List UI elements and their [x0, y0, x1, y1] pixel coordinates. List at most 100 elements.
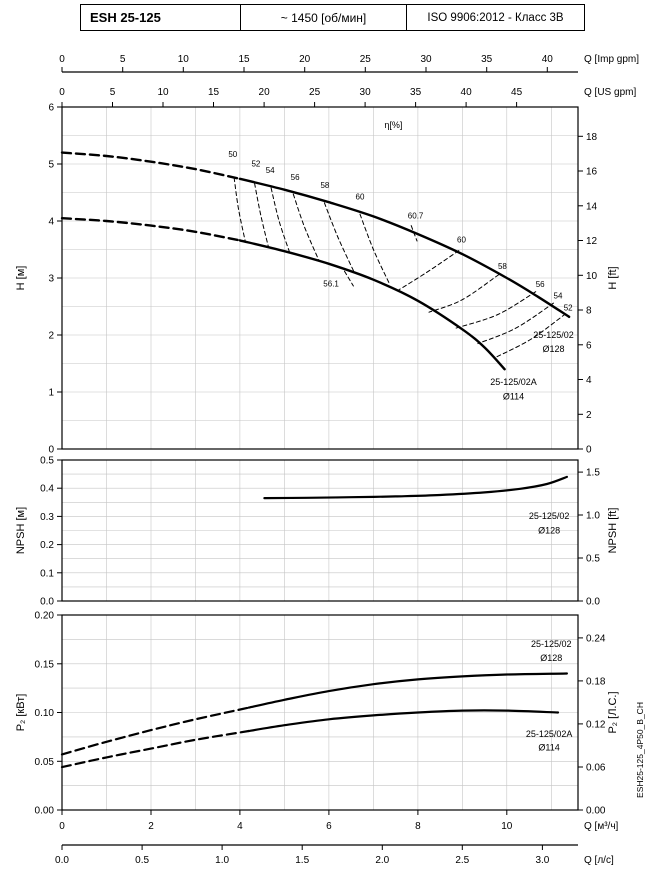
- y-tick-label-right: 18: [586, 132, 598, 143]
- y-tick-label-left: 0.15: [35, 659, 55, 670]
- y-tick-label-right: 12: [586, 236, 598, 247]
- ls-tick-label: 1.5: [295, 855, 309, 866]
- imp-gpm-axis-label: Q [Imp gpm]: [584, 54, 639, 65]
- annotation: 58: [498, 262, 507, 271]
- y-tick-label-right: 14: [586, 201, 598, 212]
- y-tick-label-right: 0.18: [586, 676, 606, 687]
- document-code: ESH25-125_4P50_B_CH: [635, 702, 645, 798]
- y-tick-label-left: 2: [48, 331, 54, 342]
- title-bar: ESH 25-125 ~ 1450 [об/мин] ISO 9906:2012…: [80, 4, 585, 31]
- y-axis-label-right: H [ft]: [607, 266, 619, 289]
- y-tick-label-right: 6: [586, 340, 592, 351]
- us-gpm-tick-label: 45: [511, 87, 523, 98]
- annotation: 56: [291, 173, 300, 182]
- imp-gpm-tick-label: 20: [299, 54, 311, 65]
- ls-tick-label: 2.0: [375, 855, 389, 866]
- y-tick-label-left: 5: [48, 160, 54, 171]
- y-tick-label-left: 0.3: [40, 512, 54, 523]
- us-gpm-axis-label: Q [US gpm]: [584, 87, 636, 98]
- eff-50-curve: [233, 177, 246, 242]
- annotation: Ø128: [540, 653, 562, 663]
- m3h-tick-label: 6: [326, 821, 332, 832]
- y-tick-label-right: 0.12: [586, 719, 606, 730]
- m3h-axis-label: Q [м³/ч]: [584, 821, 619, 832]
- y-tick-label-left: 6: [48, 103, 54, 114]
- y-tick-label-left: 0: [48, 445, 54, 456]
- y-tick-label-left: 0.05: [35, 757, 55, 768]
- p-25-125-02a-d114-dashed-curve: [60, 729, 250, 769]
- h-25-125-02-d128-solid-curve: [238, 177, 571, 318]
- imp-gpm-tick-label: 15: [238, 54, 250, 65]
- annotation: 25-125/02A: [526, 729, 573, 739]
- ls-tick-label: 2.5: [455, 855, 469, 866]
- chart-npsh: 0.0 0.1 0.2 0.3 0.4 0.5 0.0 0.5 1.0 1.5 NPSH [м] NP…: [15, 456, 619, 608]
- y-tick-label-left: 0.10: [35, 708, 55, 719]
- y-tick-label-right: 1.5: [586, 468, 600, 479]
- y-tick-label-left: 0.5: [40, 456, 54, 467]
- eff-54-curve: [270, 187, 291, 254]
- us-gpm-tick-label: 30: [360, 87, 372, 98]
- eff-54-right-curve: [477, 302, 554, 345]
- y-axis-label-right: NPSH [ft]: [607, 508, 619, 554]
- y-axis-label-left: NPSH [м]: [15, 507, 27, 554]
- y-tick-label-left: 3: [48, 274, 54, 285]
- ls-tick-label: 3.0: [535, 855, 549, 866]
- annotation: 60: [457, 236, 466, 245]
- y-tick-label-right: 0.24: [586, 633, 606, 644]
- ls-tick-label: 1.0: [215, 855, 229, 866]
- us-gpm-tick-label: 35: [410, 87, 422, 98]
- imp-gpm-tick-label: 25: [360, 54, 372, 65]
- y-tick-label-right: 4: [586, 375, 592, 386]
- npsh-25-125-02-d128-curve: [263, 475, 568, 500]
- eff-52-curve: [254, 182, 269, 248]
- m3h-tick-label: 2: [148, 821, 154, 832]
- y-axis-label-left: P₂ [кВт]: [15, 694, 27, 732]
- y-tick-label-right: 0: [586, 445, 592, 456]
- p-25-125-02a-d114-solid-curve: [247, 709, 560, 733]
- annotation: Ø114: [503, 391, 524, 401]
- m3h-tick-label: 8: [415, 821, 421, 832]
- y-tick-label-left: 0.00: [35, 806, 55, 817]
- eff-56-curve: [292, 193, 320, 262]
- annotation: η[%]: [384, 120, 402, 130]
- annotation: 25-125/02: [531, 639, 572, 649]
- p-25-125-02-d128-dashed-curve: [60, 706, 250, 756]
- y-tick-label-right: 16: [586, 167, 598, 178]
- m3h-tick-label: 4: [237, 821, 243, 832]
- annotation: 56.1: [323, 280, 339, 289]
- y-tick-label-right: 0.5: [586, 554, 600, 565]
- y-tick-label-right: 10: [586, 271, 598, 282]
- eff-58-right-curve: [428, 274, 500, 313]
- annotation: 50: [228, 150, 237, 159]
- y-axis-label-left: H [м]: [15, 266, 27, 291]
- x-axes: 0 5 10 15 20 25 30 35 40 Q [Imp gpm]0 5 10 15 20 25 30 3…: [55, 54, 639, 866]
- us-gpm-tick-label: 20: [259, 87, 271, 98]
- y-tick-label-right: 0.00: [586, 806, 606, 817]
- annotation: 25-125/02: [529, 511, 570, 521]
- us-gpm-tick-label: 5: [110, 87, 116, 98]
- y-tick-label-left: 0.1: [40, 568, 54, 579]
- us-gpm-tick-label: 25: [309, 87, 321, 98]
- pump-model: ESH 25-125: [81, 5, 241, 30]
- m3h-tick-label: 10: [501, 821, 513, 832]
- y-tick-label-left: 1: [48, 388, 54, 399]
- imp-gpm-tick-label: 0: [59, 54, 65, 65]
- imp-gpm-tick-label: 35: [481, 54, 493, 65]
- eff-56-1-stub-curve: [344, 270, 354, 287]
- y-tick-label-right: 0.06: [586, 763, 606, 774]
- y-tick-label-right: 0.0: [586, 597, 600, 608]
- ls-tick-label: 0.0: [55, 855, 69, 866]
- annotation: Ø128: [542, 344, 564, 354]
- pump-speed: ~ 1450 [об/мин]: [241, 5, 407, 30]
- annotation: 52: [564, 304, 573, 313]
- eff-60-right-curve: [397, 250, 460, 291]
- plot-frame: [61, 459, 579, 602]
- y-tick-label-left: 0.20: [35, 611, 55, 622]
- h-25-125-02a-d114-solid-curve: [238, 239, 506, 371]
- ls-tick-label: 0.5: [135, 855, 149, 866]
- annotation: 25-125/02A: [490, 377, 537, 387]
- y-tick-label-left: 0.2: [40, 540, 54, 551]
